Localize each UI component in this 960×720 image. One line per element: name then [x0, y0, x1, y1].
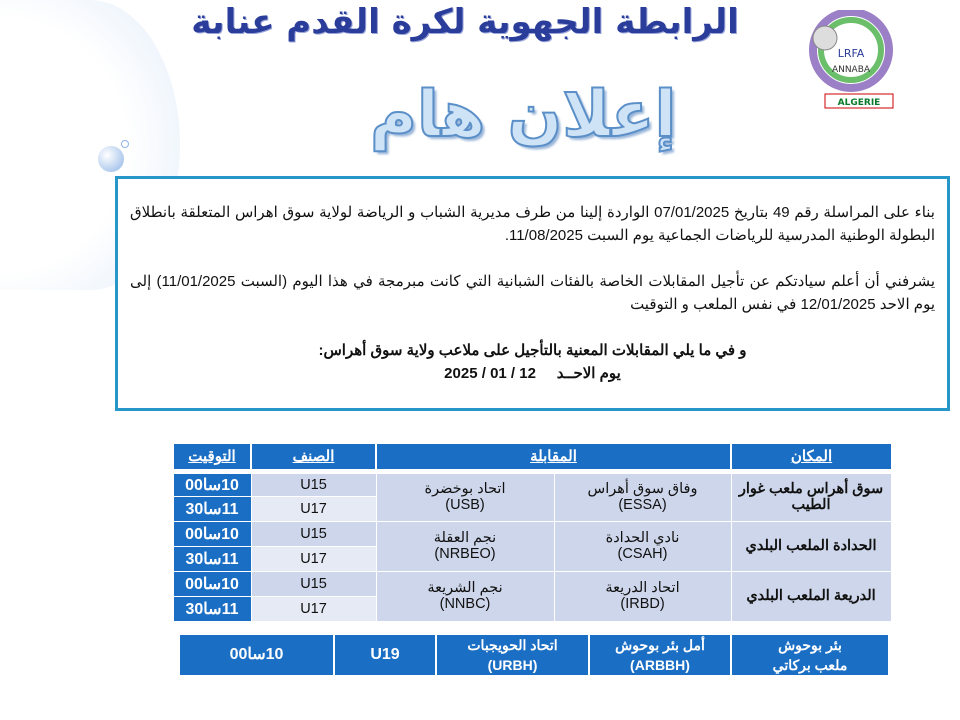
time-cell: 10سا00	[172, 570, 252, 597]
class-cell: U17	[250, 595, 377, 622]
decor-bubble	[121, 140, 129, 148]
decor-bubble	[98, 146, 124, 172]
class-cell: U15	[250, 570, 377, 597]
place-name: بئر بوحوش	[778, 637, 842, 653]
place-cell: بئر بوحوش ملعب بركاتي	[730, 633, 890, 677]
paragraph-postponement: يشرفني أن أعلم سيادتكم عن تأجيل المقابلا…	[130, 273, 936, 313]
away-team-name: نجم الشريعة	[427, 580, 503, 596]
time-cell: 11سا30	[172, 545, 252, 572]
stadium-name: ملعب بركاتي	[772, 657, 848, 673]
home-team-code: (CSAH)	[617, 546, 668, 562]
svg-text:LRFA: LRFA	[838, 47, 865, 60]
league-logo: LRFA ANNABA ALGERIE	[809, 10, 894, 109]
table-row: U17 11سا30	[172, 545, 891, 572]
place-cell: الحدادة الملعب البلدي	[730, 520, 892, 572]
home-team-name: وفاق سوق أهراس	[587, 481, 698, 497]
table-header: المكان المقابلة الصنف التوقيت	[172, 444, 892, 474]
class-cell: U15	[250, 470, 377, 497]
svg-text:ANNABA: ANNABA	[832, 65, 871, 75]
time-cell: 11سا30	[172, 495, 252, 522]
header-class: الصنف	[250, 444, 376, 474]
table-row: سوق أهراس ملعب غوار الطيب وفاق سوق أهراس(…	[172, 470, 892, 522]
home-team-cell: نادي الحدادة (CSAH)	[553, 520, 732, 572]
away-team-cell: نجم العقلة (NRBEO)	[375, 520, 555, 572]
paragraph-correspondence: بناء على المراسلة رقم 49 بتاريخ 07/01/20…	[130, 204, 935, 244]
home-team-cell: أمل بئر بوحوش (ARBBH)	[588, 633, 732, 677]
announcement-body: بناء على المراسلة رقم 49 بتاريخ 07/01/20…	[115, 176, 950, 411]
time-cell: 10سا00	[172, 470, 252, 497]
time-cell: 11سا30	[172, 595, 252, 622]
home-team-cell: وفاق سوق أهراس (ESSA)	[553, 470, 732, 522]
away-team-name: اتحاد الحويجبات	[467, 637, 558, 653]
home-team-code: (IRBD)	[620, 596, 665, 612]
announcement-heading: إعلان هام	[369, 77, 677, 153]
class-cell: U17	[250, 495, 377, 522]
time-cell: 10سا00	[178, 633, 335, 677]
extra-match-row: بئر بوحوش ملعب بركاتي أمل بئر بوحوش (ARBBH…	[178, 633, 890, 677]
matches-intro: و في ما يلي المقابلات المعنية بالتأجيل ع…	[318, 342, 747, 359]
away-team-code: (NRBEO)	[434, 546, 496, 562]
time-cell: 10سا00	[172, 520, 252, 547]
svg-text:ALGERIE: ALGERIE	[838, 98, 881, 108]
away-team-name: نجم العقلة	[433, 530, 497, 546]
class-cell: U15	[250, 520, 377, 547]
class-cell: U17	[250, 545, 377, 572]
place-cell: سوق أهراس ملعب غوار الطيب	[730, 470, 892, 522]
away-team-cell: اتحاد الحويجبات (URBH)	[435, 633, 590, 677]
home-team-name: أمل بئر بوحوش	[615, 637, 705, 653]
place-cell: الدريعة الملعب البلدي	[730, 570, 892, 622]
away-team-cell: اتحاد بوخضرة (USB)	[375, 470, 555, 522]
home-team-name: اتحاد الدريعة	[605, 580, 680, 596]
home-team-cell: اتحاد الدريعة (IRBD)	[553, 570, 732, 622]
away-team-cell: نجم الشريعة (NNBC)	[375, 570, 555, 622]
away-team-code: (USB)	[445, 497, 485, 513]
matches-table: المكان المقابلة الصنف التوقيت سوق أهراس …	[172, 444, 892, 622]
class-cell: U19	[333, 633, 437, 677]
home-team-code: (ARBBH)	[630, 657, 690, 673]
away-team-code: (URBH)	[487, 657, 538, 673]
page-title: الرابطة الجهوية لكرة القدم عنابة	[191, 2, 739, 42]
table-row: U17 11سا30	[172, 595, 891, 622]
header-place: المكان	[730, 444, 892, 474]
table-row: الدريعة الملعب البلدي اتحاد الدريعة (IRBD)…	[172, 570, 892, 622]
header-match: المقابلة	[374, 444, 732, 474]
table-row: الحدادة الملعب البلدي نادي الحدادة (CSAH) ن…	[172, 520, 892, 572]
home-team-name: نادي الحدادة	[605, 530, 680, 546]
home-team-code: (ESSA)	[618, 497, 667, 513]
header-time: التوقيت	[172, 444, 251, 474]
match-date: يوم الاحــد 12 / 01 / 2025	[444, 365, 621, 382]
away-team-name: اتحاد بوخضرة	[424, 481, 506, 497]
away-team-code: (NNBC)	[439, 596, 491, 612]
